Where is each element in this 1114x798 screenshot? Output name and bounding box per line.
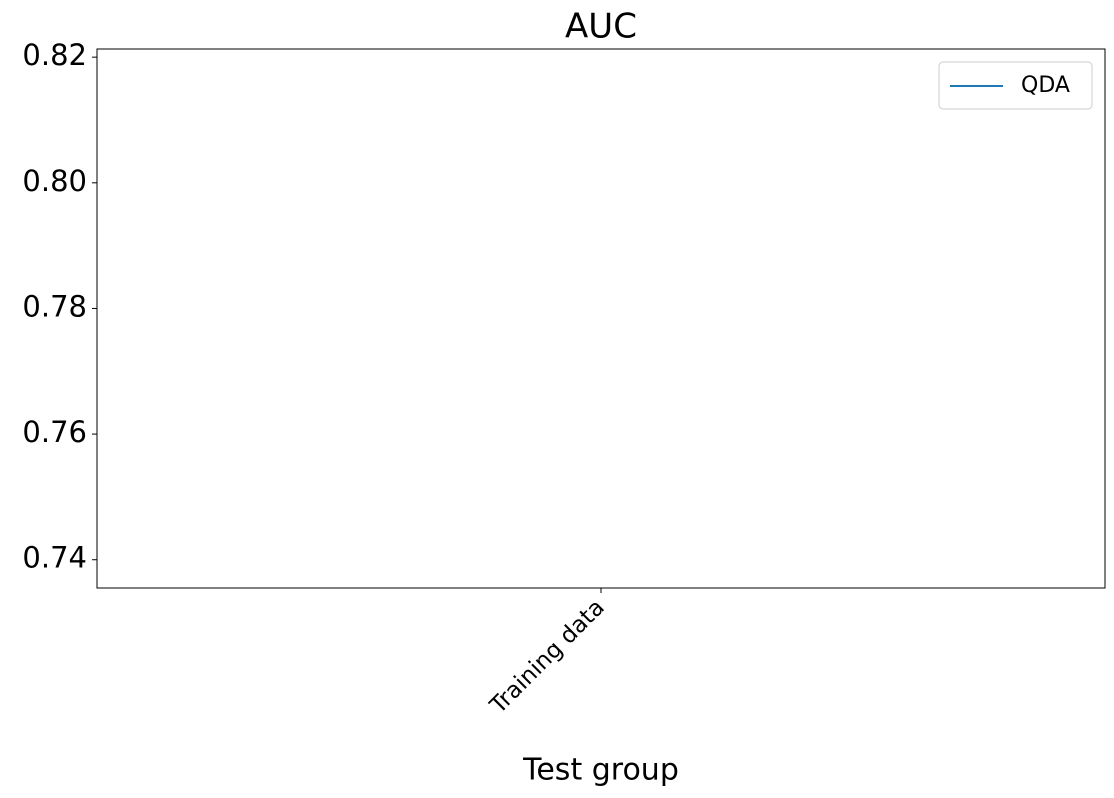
chart-title: AUC <box>565 7 637 47</box>
y-tick-label: 0.80 <box>22 164 87 198</box>
legend-box <box>938 61 1093 110</box>
y-tick-label: 0.74 <box>22 541 87 575</box>
legend-label: QDA <box>1021 73 1070 98</box>
y-tick-label: 0.76 <box>22 415 87 449</box>
x-axis-label: Test group <box>522 753 679 788</box>
legend: QDA <box>938 61 1093 110</box>
y-tick-label: 0.78 <box>22 289 87 323</box>
y-tick-label: 0.82 <box>22 38 87 72</box>
